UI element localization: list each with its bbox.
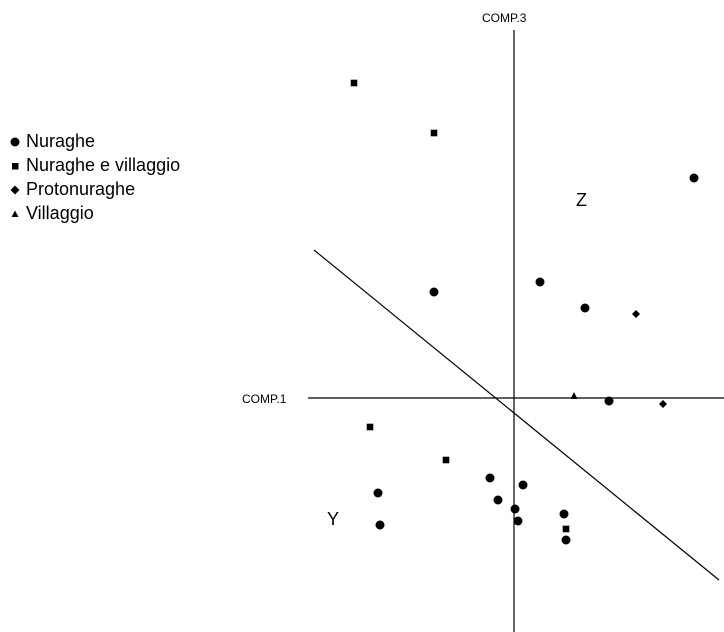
region-label-y: Y (327, 509, 339, 529)
separator-line (313, 249, 720, 581)
y-axis-label: COMP.3 (482, 11, 527, 25)
nuraghe-e-villaggio-point (442, 456, 450, 464)
nuraghe-point (689, 173, 699, 183)
x-axis-label: COMP.1 (242, 392, 287, 406)
legend-item-protonuraghe: Protonuraghe (8, 177, 180, 201)
square-marker-icon (8, 157, 24, 173)
nuraghe-point (535, 277, 545, 287)
legend-item-nuraghe: Nuraghe (8, 129, 180, 153)
nuraghe-point (513, 516, 523, 526)
legend-label: Protonuraghe (26, 179, 136, 199)
nuraghe-point (485, 473, 495, 483)
legend-item-villaggio: Villaggio (8, 201, 180, 225)
legend-label: Villaggio (26, 203, 94, 223)
diamond-marker-icon (8, 181, 24, 197)
protonuraghe-point (632, 310, 640, 318)
region-label-z: Z (576, 190, 587, 210)
data-points (350, 79, 699, 545)
nuraghe-e-villaggio-point (350, 79, 358, 87)
legend-label: Nuraghe e villaggio (26, 155, 181, 175)
nuraghe-point (559, 509, 569, 519)
triangle-marker-icon (8, 205, 24, 221)
nuraghe-e-villaggio-point (366, 423, 374, 431)
nuraghe-point (429, 287, 439, 297)
nuraghe-point (604, 396, 614, 406)
nuraghe-point (510, 504, 520, 514)
legend-label: Nuraghe (26, 131, 96, 151)
legend-item-nuraghe-e-villaggio: Nuraghe e villaggio (8, 153, 180, 177)
nuraghe-point (373, 488, 383, 498)
protonuraghe-point (659, 400, 667, 408)
nuraghe-point (375, 520, 385, 530)
legend: Nuraghe Nuraghe e villaggio Protonuraghe… (8, 129, 180, 225)
nuraghe-e-villaggio-point (562, 525, 570, 533)
nuraghe-point (561, 535, 571, 545)
nuraghe-point (493, 495, 503, 505)
circle-marker-icon (8, 133, 24, 149)
nuraghe-e-villaggio-point (430, 129, 438, 137)
nuraghe-point (580, 303, 590, 313)
nuraghe-point (518, 480, 528, 490)
villaggio-point (570, 392, 578, 399)
